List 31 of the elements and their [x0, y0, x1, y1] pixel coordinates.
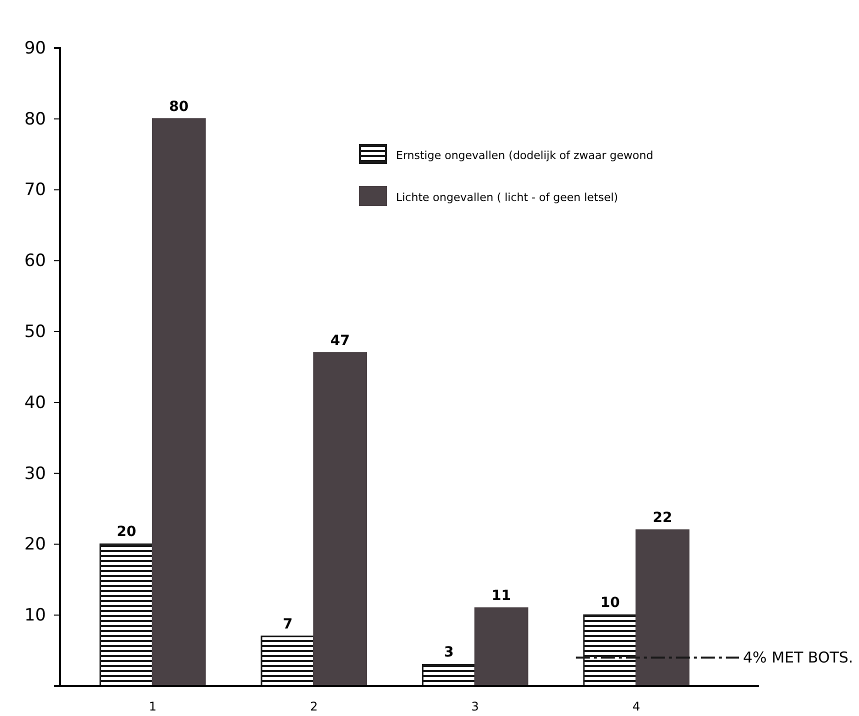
bar	[260, 636, 315, 687]
y-tick-label: 40	[24, 392, 46, 413]
x-tick-label: 3	[471, 700, 479, 714]
y-tick-label: 20	[24, 534, 46, 555]
bar	[422, 664, 476, 687]
bar	[100, 543, 154, 687]
legend-label: Lichte ongevallen ( licht - of geen letsel)	[396, 191, 618, 204]
bar	[152, 118, 206, 687]
data-label: 22	[652, 510, 672, 526]
bar	[636, 529, 690, 687]
ref-line-label: 4% MET BOTS.	[743, 648, 854, 667]
x-tick-label: 4	[632, 700, 640, 714]
y-tick-label: 80	[24, 109, 46, 130]
y-tick-label: 90	[24, 38, 46, 58]
data-label: 80	[169, 98, 189, 115]
y-tick-label: 10	[24, 606, 46, 626]
y-tick-label: 60	[24, 251, 46, 272]
y-tick-label: 50	[24, 322, 46, 342]
data-label: 3	[444, 644, 454, 661]
y-tick-label: 70	[24, 180, 46, 200]
y-tick-label: 30	[24, 464, 46, 484]
x-tick-label: 1	[148, 700, 157, 714]
bar	[474, 607, 528, 687]
legend-label: Ernstige ongevallen (dodelijk of zwaar gewond	[396, 149, 654, 162]
data-label: 47	[330, 332, 350, 349]
x-tick-label: 2	[310, 700, 318, 714]
bar	[313, 352, 368, 687]
data-label: 10	[600, 595, 620, 612]
data-label: 20	[116, 524, 136, 540]
data-label: 7	[282, 616, 293, 632]
data-label: 11	[492, 588, 512, 604]
